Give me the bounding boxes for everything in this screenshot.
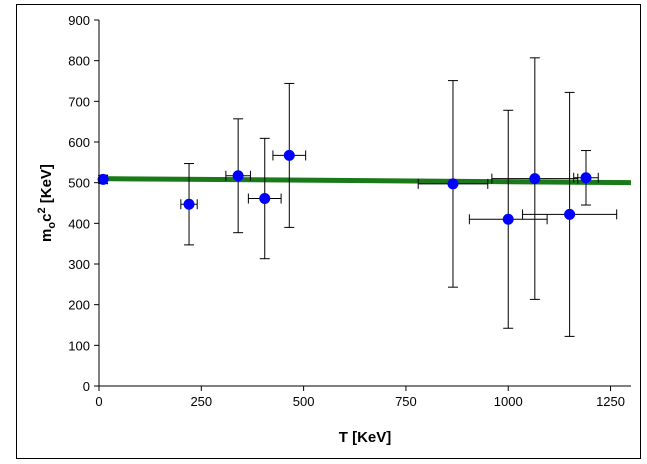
x-tick-label: 250 bbox=[190, 394, 212, 409]
data-point-group bbox=[272, 82, 307, 228]
data-point-group bbox=[417, 80, 489, 288]
axes: 0 100 200 300 400 500 600 700 800 900 0 250 500 750 10… bbox=[68, 13, 631, 409]
x-tick-label: 500 bbox=[293, 394, 315, 409]
x-tick-label: 1250 bbox=[596, 394, 625, 409]
data-point bbox=[564, 208, 576, 220]
y-axis-title-main: m bbox=[38, 229, 55, 242]
y-axis-title-sub: o bbox=[46, 222, 58, 229]
data-point bbox=[259, 193, 271, 205]
y-tick-label: 800 bbox=[68, 54, 90, 69]
y-tick-label: 300 bbox=[68, 257, 90, 272]
x-tick-label: 0 bbox=[95, 394, 102, 409]
y-tick-label: 500 bbox=[68, 176, 90, 191]
data-point bbox=[183, 198, 195, 210]
x-axis-title: T [KeV] bbox=[339, 429, 392, 446]
y-tick-label: 700 bbox=[68, 94, 90, 109]
plot-area bbox=[97, 57, 632, 337]
y-axis-title-mid: c bbox=[38, 214, 55, 222]
y-axis-title-unit: [KeV] bbox=[38, 164, 55, 207]
y-tick-label: 600 bbox=[68, 135, 90, 150]
data-point-group bbox=[468, 109, 548, 329]
data-point-group bbox=[522, 91, 618, 337]
y-tick-label: 100 bbox=[68, 338, 90, 353]
data-point-group bbox=[491, 57, 579, 300]
data-point-group bbox=[225, 118, 251, 234]
data-point-group bbox=[247, 137, 282, 260]
data-point-group bbox=[180, 163, 198, 246]
y-tick-label: 400 bbox=[68, 216, 90, 231]
fit-line bbox=[98, 176, 632, 186]
x-tick-label: 750 bbox=[395, 394, 417, 409]
data-point bbox=[97, 173, 109, 185]
data-point bbox=[283, 149, 295, 161]
y-axis-title: moc2 [KeV] bbox=[36, 164, 58, 242]
x-tick-label: 1000 bbox=[494, 394, 523, 409]
data-point bbox=[529, 173, 541, 185]
data-point bbox=[580, 172, 592, 184]
data-point bbox=[232, 170, 244, 182]
y-tick-label: 900 bbox=[68, 13, 90, 28]
chart-frame bbox=[16, 4, 641, 459]
y-axis-title-sup: 2 bbox=[36, 207, 48, 213]
data-point bbox=[447, 178, 459, 190]
y-tick-label: 200 bbox=[68, 298, 90, 313]
y-tick-label: 0 bbox=[83, 379, 90, 394]
data-point-group bbox=[573, 150, 599, 206]
data-point bbox=[502, 213, 514, 225]
data-point-group bbox=[97, 173, 109, 185]
